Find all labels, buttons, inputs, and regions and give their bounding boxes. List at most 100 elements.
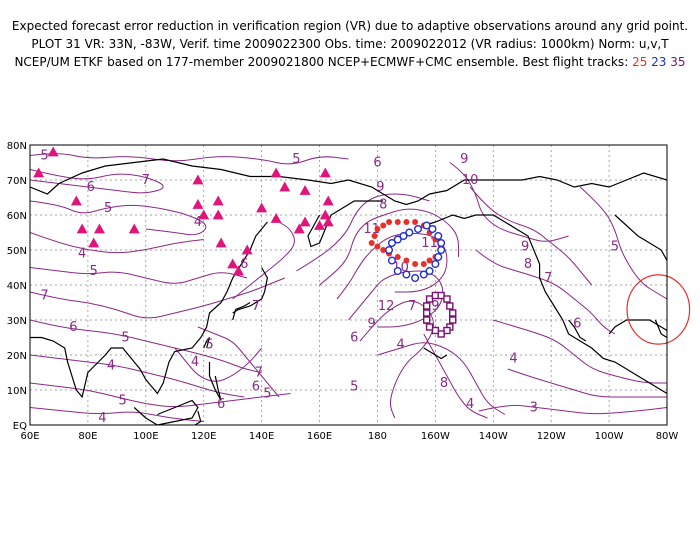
contour-line: [30, 319, 262, 373]
track-35-label: 35: [670, 55, 686, 69]
contour-line: [469, 186, 593, 286]
contour-label: 7: [408, 299, 416, 314]
track-23-point: [431, 260, 440, 269]
lon-label: 80W: [656, 431, 679, 442]
observation-triangle: [76, 223, 88, 234]
contour-line: [493, 319, 667, 384]
track-25-point: [403, 257, 410, 264]
contour-label: 7: [142, 173, 150, 188]
track-23-label: 23: [651, 55, 667, 69]
lon-label: 60E: [20, 431, 39, 442]
lon-label: 180: [368, 431, 387, 442]
contour-label: 5: [119, 394, 127, 409]
contour-line: [30, 382, 291, 408]
coastline: [614, 214, 667, 261]
contour-label: 4: [194, 215, 202, 230]
coastline: [608, 319, 667, 335]
lat-label: 60N: [7, 211, 27, 222]
contour-label: 6: [87, 180, 95, 195]
track-23-point: [434, 231, 443, 240]
contour-line: [319, 208, 460, 286]
contour-label: 8: [524, 257, 532, 272]
lon-label: 140W: [479, 431, 508, 442]
track-23-point: [428, 224, 437, 233]
contour-lines: [30, 153, 667, 422]
track-25-point: [403, 219, 410, 225]
observation-triangle: [192, 199, 204, 209]
observation-triangle: [270, 167, 282, 178]
lon-label: 100E: [133, 431, 158, 442]
contour-line: [336, 232, 448, 300]
lat-lon-grid: [30, 145, 667, 425]
contour-label: 5: [90, 264, 98, 279]
lat-label: 40N: [7, 281, 27, 292]
track-23-point: [422, 221, 431, 230]
track-25-point: [394, 254, 401, 260]
contour-label: 3: [530, 401, 538, 416]
coastline: [133, 399, 199, 425]
contour-line: [30, 200, 207, 236]
coastline: [568, 319, 587, 342]
contour-line: [30, 153, 349, 165]
coastline: [654, 319, 667, 339]
coastline: [30, 158, 384, 195]
track-35-point: [443, 295, 451, 303]
track-25-point: [380, 247, 387, 253]
contour-label: 5: [611, 240, 619, 255]
coastline: [423, 214, 667, 395]
track-25-point: [394, 219, 401, 225]
contour-line: [30, 267, 248, 284]
track-23-point: [425, 267, 434, 276]
coastline: [194, 410, 202, 425]
track-23-point: [437, 245, 446, 254]
observation-triangle: [88, 237, 100, 248]
contour-label: 8: [440, 376, 448, 391]
contour-label: 4: [396, 338, 404, 353]
lon-label: 140E: [249, 431, 274, 442]
track-23-point: [413, 224, 422, 233]
track-25-point: [420, 261, 427, 267]
observation-triangle: [232, 265, 244, 276]
observation-triangle: [70, 195, 82, 206]
contour-line: [478, 404, 667, 415]
contour-label: 9: [376, 180, 384, 195]
track-35-point: [422, 302, 431, 310]
contour-label: 5: [263, 387, 271, 402]
lat-label: 10N: [7, 386, 27, 397]
contour-label: 7: [255, 366, 263, 381]
track-23-point: [419, 270, 428, 279]
lon-label: 100W: [595, 431, 624, 442]
track-35-point: [449, 316, 457, 324]
track-23-point: [405, 228, 414, 237]
contour-label: 7: [544, 271, 552, 286]
track-23-point: [411, 274, 420, 283]
lon-label: 120W: [537, 431, 566, 442]
header-line-2: PLOT 31 VR: 33N, -83W, Verif. time 20090…: [31, 37, 669, 51]
track-23-point: [385, 245, 394, 254]
contour-label: 5: [121, 331, 129, 346]
track-23-point: [399, 231, 408, 240]
lat-label: 70N: [7, 176, 27, 187]
contour-label: 5: [350, 380, 358, 395]
contour-label: 12: [378, 299, 395, 314]
track-23-point: [437, 238, 446, 247]
track-23-point: [387, 256, 396, 265]
lon-label: 160E: [307, 431, 332, 442]
contour-line: [30, 169, 164, 194]
contour-label: 5: [292, 152, 300, 167]
contour-line: [30, 277, 285, 319]
header-line-3-text: NCEP/UM ETKF based on 177-member 2009021…: [14, 55, 629, 69]
track-35-point: [449, 309, 457, 317]
observation-triangle: [215, 237, 227, 248]
track-25-point: [386, 219, 393, 225]
header-line-3: NCEP/UM ETKF based on 177-member 2009021…: [0, 55, 700, 69]
contour-label: 11: [363, 222, 380, 237]
contour-label: 9: [521, 240, 529, 255]
coastlines: [30, 158, 667, 425]
contour-label: 6: [252, 380, 260, 395]
observation-triangle: [192, 174, 204, 185]
track-23-point: [434, 252, 443, 261]
contour-line: [30, 407, 204, 422]
track-25-point: [374, 226, 381, 232]
